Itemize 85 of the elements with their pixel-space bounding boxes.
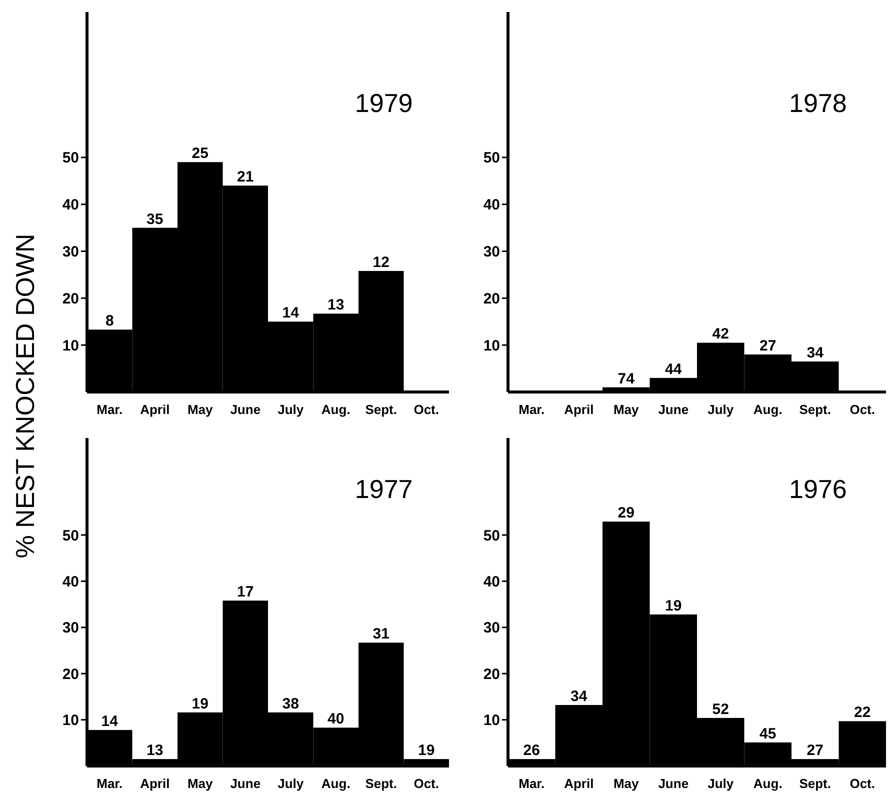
y-tick-label: 20 bbox=[483, 666, 500, 683]
annotation: 27 bbox=[760, 337, 776, 354]
x-tick-label: Sept. bbox=[799, 402, 832, 417]
x-tick-label: Mar. bbox=[96, 776, 123, 791]
x-tick-label: July bbox=[278, 776, 304, 791]
y-tick-label: 20 bbox=[62, 666, 79, 683]
x-tick-label: May bbox=[613, 776, 640, 791]
annotation: 19 bbox=[665, 597, 682, 614]
annotation: 34 bbox=[806, 344, 824, 362]
x-tick-label: June bbox=[230, 776, 261, 791]
annotation: 31 bbox=[372, 626, 390, 643]
x-tick-label: June bbox=[230, 402, 261, 417]
x-tick-label: May bbox=[613, 402, 640, 417]
y-tick-label: 30 bbox=[483, 244, 500, 261]
text: 1978 bbox=[789, 88, 847, 118]
x-tick-label: Aug. bbox=[753, 402, 782, 417]
x-tick-label: May bbox=[187, 402, 214, 417]
annotation: 13 bbox=[146, 742, 164, 760]
x-tick-label: Mar. bbox=[518, 402, 545, 417]
x-tick-label: April bbox=[140, 402, 170, 417]
annotation: 38 bbox=[282, 695, 299, 712]
y-tick-label: 50 bbox=[483, 150, 500, 167]
annotation: 8 bbox=[105, 312, 114, 330]
annotation: 19 bbox=[418, 742, 435, 760]
x-tick-label: Sept. bbox=[365, 776, 398, 791]
annotation: 13 bbox=[328, 296, 344, 314]
x-tick-label: June bbox=[658, 402, 689, 417]
x-tick-label: July bbox=[708, 402, 734, 417]
y-tick-label: 30 bbox=[483, 620, 500, 637]
text: 1976 bbox=[789, 474, 847, 504]
x-tick-label: April bbox=[564, 776, 594, 791]
x-tick-label: April bbox=[564, 402, 594, 417]
text: 1977 bbox=[354, 474, 413, 504]
annotation: 34 bbox=[570, 688, 588, 706]
y-tick-label: 20 bbox=[62, 290, 79, 308]
annotation: 44 bbox=[665, 360, 682, 378]
y-tick-label: 30 bbox=[62, 244, 79, 261]
annotation: 26 bbox=[523, 742, 540, 760]
annotation: 25 bbox=[192, 145, 208, 162]
annotation: 35 bbox=[146, 210, 164, 228]
y-axis-title: % NEST KNOCKED DOWN bbox=[10, 234, 40, 558]
y-tick-label: 40 bbox=[62, 196, 79, 214]
x-tick-label: Oct. bbox=[414, 402, 440, 417]
x-tick-label: Sept. bbox=[365, 402, 398, 417]
annotation: 17 bbox=[237, 584, 254, 601]
y-tick-label: 10 bbox=[483, 712, 500, 730]
y-tick-label: 20 bbox=[483, 290, 500, 308]
x-tick-label: Oct. bbox=[850, 402, 876, 417]
y-tick-label: 50 bbox=[62, 150, 79, 167]
y-tick-label: 40 bbox=[483, 573, 500, 590]
x-tick-label: July bbox=[708, 776, 734, 791]
annotation: 29 bbox=[618, 504, 634, 522]
annotation: 22 bbox=[854, 704, 871, 722]
x-tick-label: Oct. bbox=[414, 776, 440, 791]
annotation: 14 bbox=[101, 712, 119, 730]
text: 1979 bbox=[354, 88, 413, 118]
annotation: 40 bbox=[328, 710, 344, 728]
y-tick-label: 10 bbox=[62, 337, 79, 354]
annotation: 52 bbox=[712, 700, 729, 718]
x-tick-label: Aug. bbox=[321, 776, 350, 791]
annotation: 27 bbox=[806, 742, 824, 760]
annotation: 19 bbox=[192, 695, 208, 712]
x-tick-label: July bbox=[278, 402, 304, 417]
x-tick-label: Sept. bbox=[799, 776, 832, 791]
annotation: 74 bbox=[618, 370, 636, 388]
x-tick-label: June bbox=[658, 776, 689, 791]
y-tick-label: 40 bbox=[483, 196, 500, 214]
y-tick-label: 30 bbox=[62, 620, 79, 637]
x-tick-label: Mar. bbox=[96, 402, 123, 417]
y-tick-label: 50 bbox=[62, 527, 79, 544]
annotation: 12 bbox=[372, 254, 390, 271]
annotation: 14 bbox=[282, 304, 300, 322]
annotation: 21 bbox=[237, 168, 254, 186]
x-tick-label: Mar. bbox=[518, 776, 545, 791]
y-tick-label: 50 bbox=[483, 527, 500, 544]
y-tick-label: 40 bbox=[62, 573, 79, 590]
y-tick-label: 10 bbox=[483, 337, 500, 354]
x-tick-label: Oct. bbox=[850, 776, 876, 791]
annotation: 45 bbox=[760, 725, 776, 742]
x-tick-label: Aug. bbox=[321, 402, 350, 417]
x-tick-label: April bbox=[140, 776, 170, 791]
annotation: 42 bbox=[712, 326, 729, 343]
y-tick-label: 10 bbox=[62, 712, 79, 730]
x-tick-label: May bbox=[187, 776, 214, 791]
x-tick-label: Aug. bbox=[753, 776, 782, 791]
